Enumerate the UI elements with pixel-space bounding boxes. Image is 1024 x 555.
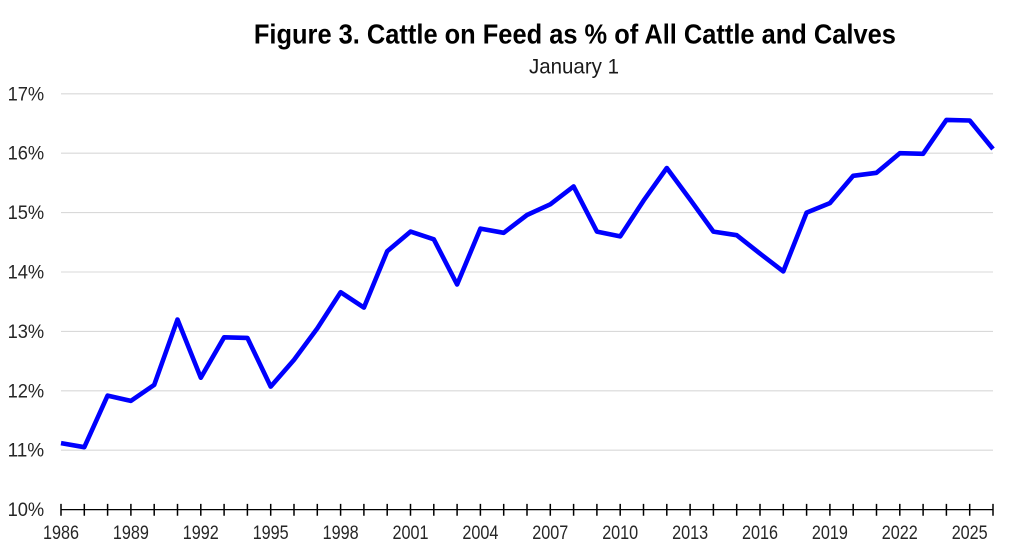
svg-text:1995: 1995: [253, 523, 289, 544]
svg-text:15%: 15%: [8, 203, 45, 224]
svg-text:1998: 1998: [323, 523, 359, 544]
svg-text:2016: 2016: [742, 523, 778, 544]
svg-text:2013: 2013: [672, 523, 708, 544]
svg-text:January 1: January 1: [529, 55, 619, 78]
svg-text:14%: 14%: [8, 263, 45, 284]
svg-text:12%: 12%: [8, 381, 45, 402]
svg-text:2001: 2001: [393, 523, 429, 544]
svg-text:2019: 2019: [812, 523, 848, 544]
svg-text:Figure 3. Cattle on Feed as %: Figure 3. Cattle on Feed as % of All Cat…: [254, 19, 896, 50]
svg-text:10%: 10%: [8, 500, 45, 521]
svg-text:2022: 2022: [882, 523, 918, 544]
svg-text:1989: 1989: [113, 523, 149, 544]
svg-text:2007: 2007: [532, 523, 568, 544]
svg-text:13%: 13%: [8, 322, 45, 343]
svg-text:11%: 11%: [8, 441, 45, 462]
svg-text:2010: 2010: [602, 523, 638, 544]
svg-text:1986: 1986: [43, 523, 79, 544]
svg-text:1992: 1992: [183, 523, 219, 544]
svg-text:2004: 2004: [462, 523, 498, 544]
svg-text:16%: 16%: [8, 144, 45, 165]
svg-text:2025: 2025: [952, 523, 988, 544]
svg-text:17%: 17%: [8, 84, 45, 105]
